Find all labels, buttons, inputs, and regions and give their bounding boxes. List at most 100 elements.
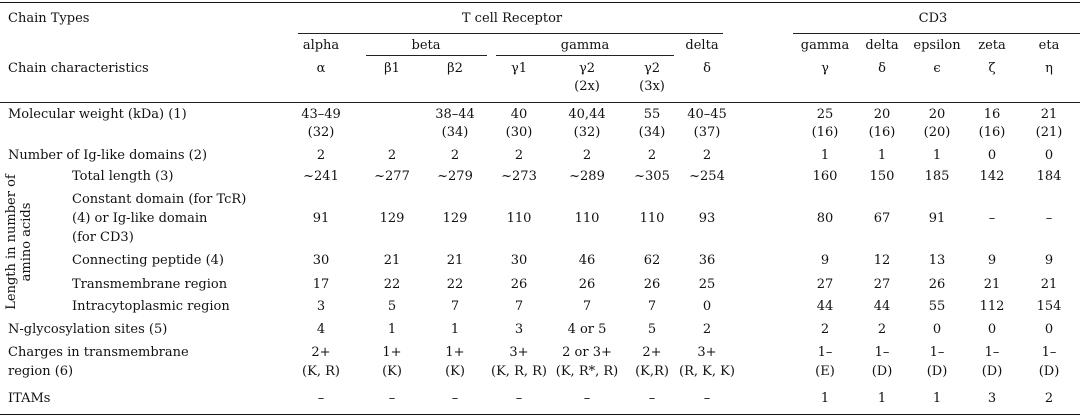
row-ig-domains-cell-gamma2-2x: 2 bbox=[582, 148, 592, 163]
group-gamma: gamma bbox=[560, 38, 610, 53]
row-connecting-peptide-cell-cd3-eta: 9 bbox=[1044, 253, 1054, 268]
row-charges-cell-cd3-eta: 1– bbox=[1041, 345, 1057, 360]
row-ig-domains-cell-cd3-delta: 1 bbox=[877, 148, 887, 163]
row-itams-cell-cd3-zeta: 3 bbox=[987, 391, 997, 406]
symbol-cd3-zeta: ζ bbox=[988, 61, 996, 76]
row-intracytoplasmic-cell-delta: 0 bbox=[702, 299, 712, 314]
row-molecular-weight-sub-cell-beta2: (34) bbox=[441, 125, 469, 140]
group-cd3-delta: delta bbox=[865, 38, 899, 53]
row-ig-domains-cell-cd3-zeta: 0 bbox=[987, 148, 997, 163]
group-delta: delta bbox=[685, 38, 719, 53]
row-connecting-peptide-cell-gamma2-3x: 62 bbox=[643, 253, 661, 268]
row-intracytoplasmic-cell-beta1: 5 bbox=[387, 299, 397, 314]
row-total-length-cell-cd3-eta: 184 bbox=[1036, 169, 1062, 184]
row-molecular-weight-cell-gamma1: 40 bbox=[510, 107, 528, 122]
row-label-constant-2: (4) or Ig-like domain bbox=[72, 211, 208, 226]
symbol-beta1: β1 bbox=[384, 61, 400, 76]
row-label-total-length: Total length (3) bbox=[72, 169, 174, 184]
row-label-intracytoplasmic: Intracytoplasmic region bbox=[72, 299, 230, 314]
row-charges-residues-cell-beta2: (K) bbox=[445, 364, 465, 379]
row-total-length-cell-cd3-delta: 150 bbox=[869, 169, 895, 184]
row-molecular-weight-sub-cell-gamma2-3x: (34) bbox=[638, 125, 666, 140]
row-transmembrane-cell-beta2: 22 bbox=[446, 277, 464, 292]
row-n-glycosylation-cell-cd3-epsilon: 0 bbox=[932, 322, 942, 337]
row-label-transmembrane: Transmembrane region bbox=[72, 277, 228, 292]
row-itams-cell-beta2: – bbox=[451, 391, 459, 406]
row-label-constant-1: Constant domain (for TcR) bbox=[72, 192, 247, 207]
symbol-gamma2-3x-note: (3x) bbox=[639, 79, 665, 94]
row-connecting-peptide-cell-cd3-gamma: 9 bbox=[820, 253, 830, 268]
tcr-title: T cell Receptor bbox=[461, 11, 563, 26]
row-total-length-cell-cd3-epsilon: 185 bbox=[924, 169, 950, 184]
cd3-title: CD3 bbox=[918, 11, 948, 26]
row-label-n-glycosylation: N-glycosylation sites (5) bbox=[8, 322, 168, 337]
row-molecular-weight-sub-cell-cd3-epsilon: (20) bbox=[923, 125, 951, 140]
row-constant-domain-cell-gamma1: 110 bbox=[506, 211, 532, 226]
row-intracytoplasmic-cell-beta2: 7 bbox=[450, 299, 460, 314]
row-molecular-weight-cell-cd3-delta: 20 bbox=[873, 107, 891, 122]
row-charges-cell-beta2: 1+ bbox=[445, 345, 465, 360]
beta-group-rule bbox=[366, 55, 487, 56]
row-ig-domains-cell-beta1: 2 bbox=[387, 148, 397, 163]
symbol-gamma2-2x: γ2 bbox=[578, 61, 596, 76]
row-transmembrane-cell-beta1: 22 bbox=[383, 277, 401, 292]
row-label-molecular-weight: Molecular weight (kDa) (1) bbox=[8, 107, 187, 122]
symbol-alpha: α bbox=[316, 61, 326, 76]
row-constant-domain-cell-delta: 93 bbox=[698, 211, 716, 226]
row-n-glycosylation-cell-cd3-gamma: 2 bbox=[820, 322, 830, 337]
row-itams-cell-gamma2-3x: – bbox=[648, 391, 656, 406]
row-connecting-peptide-cell-gamma2-2x: 46 bbox=[578, 253, 596, 268]
row-molecular-weight-cell-beta2: 38–44 bbox=[435, 107, 475, 122]
row-itams-cell-gamma1: – bbox=[515, 391, 523, 406]
row-molecular-weight-cell-cd3-zeta: 16 bbox=[983, 107, 1001, 122]
row-total-length-cell-cd3-gamma: 160 bbox=[812, 169, 838, 184]
group-cd3-gamma: gamma bbox=[800, 38, 850, 53]
row-charges-cell-beta1: 1+ bbox=[382, 345, 402, 360]
row-molecular-weight-cell-delta: 40–45 bbox=[687, 107, 727, 122]
row-constant-domain-cell-cd3-epsilon: 91 bbox=[928, 211, 946, 226]
row-ig-domains-cell-delta: 2 bbox=[702, 148, 712, 163]
row-connecting-peptide-cell-delta: 36 bbox=[698, 253, 716, 268]
row-charges-residues-cell-gamma2-2x: (K, R*, R) bbox=[555, 364, 619, 379]
row-molecular-weight-sub-cell-cd3-gamma: (16) bbox=[811, 125, 839, 140]
row-molecular-weight-sub-cell-alpha: (32) bbox=[307, 125, 335, 140]
row-charges-residues-cell-cd3-delta: (D) bbox=[871, 364, 893, 379]
symbol-cd3-delta: δ bbox=[878, 61, 886, 76]
row-intracytoplasmic-cell-gamma2-2x: 7 bbox=[582, 299, 592, 314]
row-n-glycosylation-cell-gamma1: 3 bbox=[514, 322, 524, 337]
row-charges-cell-gamma2-2x: 2 or 3+ bbox=[562, 345, 612, 360]
row-constant-domain-cell-cd3-delta: 67 bbox=[873, 211, 891, 226]
row-charges-residues-cell-gamma2-3x: (K,R) bbox=[635, 364, 669, 379]
row-n-glycosylation-cell-beta2: 1 bbox=[450, 322, 460, 337]
row-n-glycosylation-cell-beta1: 1 bbox=[387, 322, 397, 337]
row-intracytoplasmic-cell-cd3-eta: 154 bbox=[1036, 299, 1062, 314]
row-intracytoplasmic-cell-cd3-epsilon: 55 bbox=[928, 299, 946, 314]
row-itams-cell-alpha: – bbox=[317, 391, 325, 406]
row-intracytoplasmic-cell-gamma1: 7 bbox=[514, 299, 524, 314]
row-charges-residues-cell-beta1: (K) bbox=[382, 364, 402, 379]
row-charges-cell-gamma1: 3+ bbox=[509, 345, 529, 360]
row-molecular-weight-sub-cell-cd3-eta: (21) bbox=[1035, 125, 1063, 140]
row-molecular-weight-sub-cell-cd3-zeta: (16) bbox=[978, 125, 1006, 140]
row-charges-cell-cd3-zeta: 1– bbox=[984, 345, 1000, 360]
row-molecular-weight-sub-cell-gamma1: (30) bbox=[505, 125, 533, 140]
row-total-length-cell-delta: ~254 bbox=[689, 169, 725, 184]
row-intracytoplasmic-cell-cd3-gamma: 44 bbox=[816, 299, 834, 314]
row-connecting-peptide-cell-beta1: 21 bbox=[383, 253, 401, 268]
row-charges-residues-cell-cd3-zeta: (D) bbox=[981, 364, 1003, 379]
row-label-charges-1: Charges in transmembrane bbox=[8, 345, 189, 360]
row-label-charges-2: region (6) bbox=[8, 364, 74, 379]
row-itams-cell-gamma2-2x: – bbox=[583, 391, 591, 406]
group-cd3-eta: eta bbox=[1038, 38, 1060, 53]
row-charges-residues-cell-alpha: (K, R) bbox=[302, 364, 340, 379]
row-transmembrane-cell-cd3-zeta: 21 bbox=[983, 277, 1001, 292]
row-label-connecting-peptide: Connecting peptide (4) bbox=[72, 253, 224, 268]
row-charges-residues-cell-delta: (R, K, K) bbox=[679, 364, 735, 379]
chain-types-header: Chain Types bbox=[8, 11, 90, 26]
row-transmembrane-cell-cd3-epsilon: 26 bbox=[928, 277, 946, 292]
row-molecular-weight-cell-gamma2-3x: 55 bbox=[643, 107, 661, 122]
row-constant-domain-cell-cd3-gamma: 80 bbox=[816, 211, 834, 226]
row-charges-residues-cell-gamma1: (K, R, R) bbox=[491, 364, 547, 379]
row-label-ig-domains: Number of Ig-like domains (2) bbox=[8, 148, 208, 163]
row-molecular-weight-cell-cd3-eta: 21 bbox=[1040, 107, 1058, 122]
